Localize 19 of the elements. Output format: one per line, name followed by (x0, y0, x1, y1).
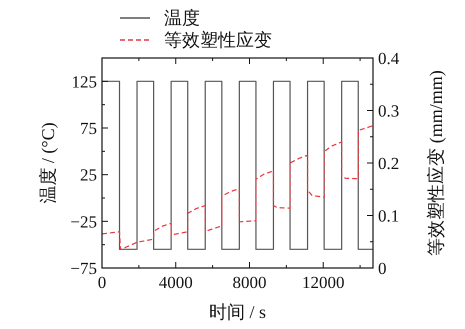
legend-label: 等效塑性应变 (164, 30, 272, 50)
y-tick-label: −25 (70, 212, 97, 232)
y2-tick-label: 0.3 (378, 102, 400, 120)
x-axis-title: 时间 / s (208, 302, 266, 322)
y-tick-label: −75 (70, 259, 97, 278)
y2-tick-label: 0.2 (378, 154, 400, 173)
y2-tick-label: 0 (378, 259, 386, 278)
y-axis-title: 温度 / (°C) (38, 122, 58, 204)
y-tick-label: 125 (72, 72, 97, 92)
y-tick-label: 25 (80, 166, 97, 185)
x-tick-label: 0 (98, 273, 106, 292)
x-tick-label: 4000 (158, 273, 193, 292)
y2-tick-label: 0.4 (378, 49, 400, 68)
legend-label: 温度 (164, 8, 200, 28)
y2-tick-label: 0.1 (378, 206, 400, 226)
x-tick-label: 8000 (232, 273, 266, 292)
y-tick-label: 75 (80, 119, 97, 138)
y2-axis-title: 等效塑性应变 (mm/mm) (426, 70, 446, 256)
x-tick-label: 12000 (302, 273, 344, 292)
